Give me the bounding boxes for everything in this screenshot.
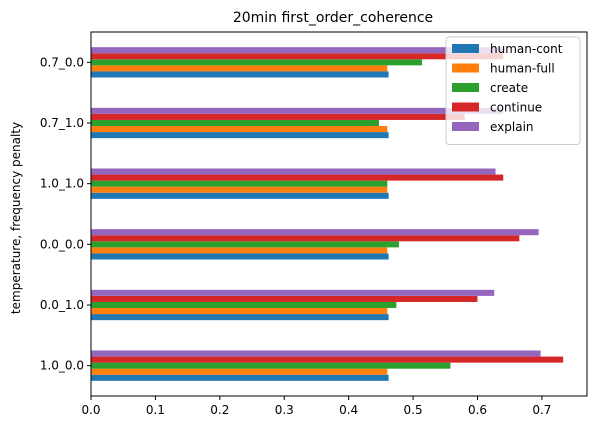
bar-human-full-1.0_1.0 bbox=[91, 186, 388, 193]
y-tick-label: 0.7_0.0 bbox=[40, 55, 84, 69]
bar-create-1.0_0.0 bbox=[91, 362, 451, 369]
bar-create-0.7_0.0 bbox=[91, 59, 423, 66]
bar-create-1.0_1.0 bbox=[91, 180, 388, 187]
bar-human-full-0.7_0.0 bbox=[91, 65, 388, 72]
bar-human-cont-0.0_0.0 bbox=[91, 253, 389, 260]
legend: human-cont human-full create continue explai… bbox=[445, 36, 581, 145]
legend-swatch-human-cont bbox=[452, 44, 479, 53]
bar-continue-0.0_1.0 bbox=[91, 295, 478, 302]
x-tick-label: 0.5 bbox=[404, 403, 423, 417]
bar-explain-0.7_0.0 bbox=[91, 47, 504, 54]
legend-box bbox=[445, 36, 581, 145]
bar-create-0.0_0.0 bbox=[91, 241, 399, 248]
x-tick-label: 0.3 bbox=[275, 403, 294, 417]
legend-label-human-cont: human-cont bbox=[490, 42, 563, 56]
bar-human-cont-0.0_1.0 bbox=[91, 314, 389, 321]
bar-continue-0.0_0.0 bbox=[91, 235, 520, 242]
x-tick-label: 0.4 bbox=[339, 403, 358, 417]
legend-swatch-explain bbox=[452, 122, 479, 131]
legend-swatch-continue bbox=[452, 102, 479, 112]
bar-human-full-0.0_1.0 bbox=[91, 308, 388, 315]
legend-swatch-human-full bbox=[452, 63, 479, 73]
chart-title: 20min first_order_coherence bbox=[233, 10, 433, 26]
bar-human-full-0.7_1.0 bbox=[91, 126, 388, 133]
legend-label-create: create bbox=[490, 81, 528, 95]
bar-create-0.7_1.0 bbox=[91, 119, 379, 127]
bars-layer bbox=[91, 47, 564, 381]
x-tick-label: 0.7 bbox=[532, 403, 551, 417]
legend-label-human-full: human-full bbox=[490, 62, 555, 76]
bar-create-0.0_1.0 bbox=[91, 301, 397, 309]
bar-human-full-1.0_0.0 bbox=[91, 368, 388, 375]
y-tick-label: 1.0_1.0 bbox=[40, 177, 84, 191]
legend-label-explain: explain bbox=[490, 120, 534, 134]
axes-layer: 1.0_0.0 0.0_1.0 0.0_0.0 1.0_1.0 0.7_1.0 0.7_0… bbox=[40, 55, 552, 417]
plot-frame bbox=[90, 31, 588, 397]
bar-continue-0.7_1.0 bbox=[91, 113, 465, 120]
bar-human-cont-0.7_1.0 bbox=[91, 132, 389, 139]
legend-label-continue: continue bbox=[490, 101, 542, 115]
bar-continue-1.0_1.0 bbox=[91, 174, 504, 181]
bar-continue-0.7_0.0 bbox=[91, 53, 504, 60]
x-tick-label: 0.0 bbox=[81, 403, 100, 417]
y-axis-label: temperature, frequency penalty bbox=[9, 122, 23, 314]
bar-human-cont-0.7_0.0 bbox=[91, 71, 389, 78]
y-tick-label: 0.0_0.0 bbox=[40, 237, 84, 251]
bar-human-cont-1.0_0.0 bbox=[91, 374, 389, 381]
bar-explain-1.0_1.0 bbox=[91, 168, 496, 175]
x-tick-label: 0.2 bbox=[210, 403, 229, 417]
bar-human-cont-1.0_1.0 bbox=[91, 192, 389, 199]
bar-human-full-0.0_0.0 bbox=[91, 247, 388, 254]
legend-swatch-create bbox=[452, 83, 479, 92]
x-tick-label: 0.1 bbox=[146, 403, 165, 417]
bar-explain-1.0_0.0 bbox=[91, 350, 541, 357]
bar-continue-1.0_0.0 bbox=[91, 356, 564, 363]
y-tick-label: 1.0_0.0 bbox=[40, 359, 84, 373]
y-tick-label: 0.7_1.0 bbox=[40, 116, 84, 130]
bar-explain-0.0_0.0 bbox=[91, 229, 539, 236]
bar-explain-0.7_1.0 bbox=[91, 107, 504, 114]
x-tick-label: 0.6 bbox=[468, 403, 487, 417]
bar-explain-0.0_1.0 bbox=[91, 289, 495, 296]
y-tick-label: 0.0_1.0 bbox=[40, 298, 84, 312]
